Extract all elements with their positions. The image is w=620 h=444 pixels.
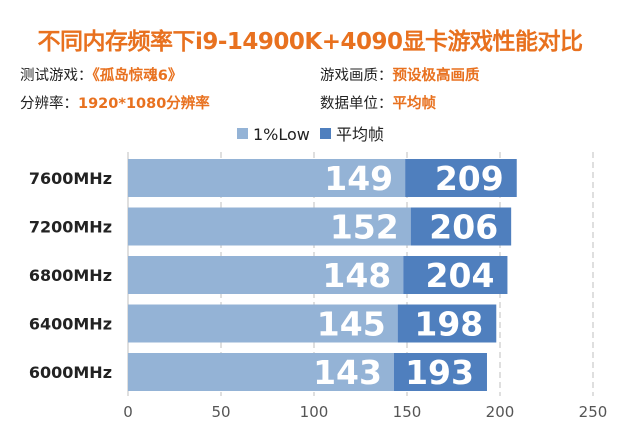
category-label: 6400MHz: [29, 315, 112, 334]
legend-swatch: [320, 128, 331, 139]
x-tick-label: 0: [123, 403, 133, 421]
avg-bar: [403, 256, 508, 294]
avg-bar: [397, 304, 497, 343]
avg-data-label: 209: [435, 159, 504, 198]
x-tick-label: 250: [579, 403, 608, 421]
meta-value: 《孤岛惊魂6》: [92, 68, 183, 84]
avg-bar: [405, 159, 517, 197]
meta-label: 分辨率：: [20, 96, 78, 112]
meta-resolution: 分辨率：1920*1080分辨率: [20, 92, 210, 113]
x-tick-label: 100: [300, 403, 329, 421]
avg-bar: [393, 353, 487, 391]
x-tick-label: 200: [486, 403, 515, 421]
low-bar: [128, 256, 404, 294]
category-label: 7600MHz: [29, 169, 112, 188]
meta-value: 1920*1080分辨率: [78, 96, 210, 112]
avg-data-label: 198: [414, 305, 483, 344]
meta-quality: 游戏画质：预设极高画质: [320, 64, 480, 85]
low-data-label: 148: [322, 256, 391, 295]
legend-swatch: [237, 128, 248, 139]
meta-unit: 数据单位：平均帧: [320, 92, 436, 113]
low-data-label: 149: [324, 159, 393, 198]
low-bar: [128, 207, 411, 246]
avg-data-label: 204: [426, 256, 495, 295]
meta-label: 游戏画质：: [320, 68, 393, 84]
category-label: 7200MHz: [29, 218, 112, 237]
avg-data-label: 206: [429, 208, 498, 247]
low-data-label: 152: [330, 208, 399, 247]
meta-label: 数据单位：: [320, 96, 393, 112]
category-label: 6800MHz: [29, 266, 112, 285]
low-data-label: 145: [317, 305, 386, 344]
low-data-label: 143: [313, 353, 382, 392]
avg-bar: [410, 207, 512, 246]
x-tick-label: 150: [393, 403, 422, 421]
x-tick-label: 50: [211, 403, 230, 421]
meta-label: 测试游戏：: [20, 68, 93, 84]
low-bar: [128, 159, 406, 197]
category-label: 6000MHz: [29, 363, 112, 382]
meta-value: 预设极高画质: [392, 68, 480, 84]
meta-value: 平均帧: [392, 96, 437, 112]
legend-label: 1%Low: [253, 125, 310, 144]
legend-label: 平均帧: [336, 125, 384, 144]
chart-title: 不同内存频率下i9-14900K+4090显卡游戏性能对比: [37, 29, 583, 55]
meta-test-game: 测试游戏：《孤岛惊魂6》: [20, 64, 182, 85]
avg-data-label: 193: [405, 353, 474, 392]
low-bar: [128, 353, 394, 391]
low-bar: [128, 304, 398, 343]
